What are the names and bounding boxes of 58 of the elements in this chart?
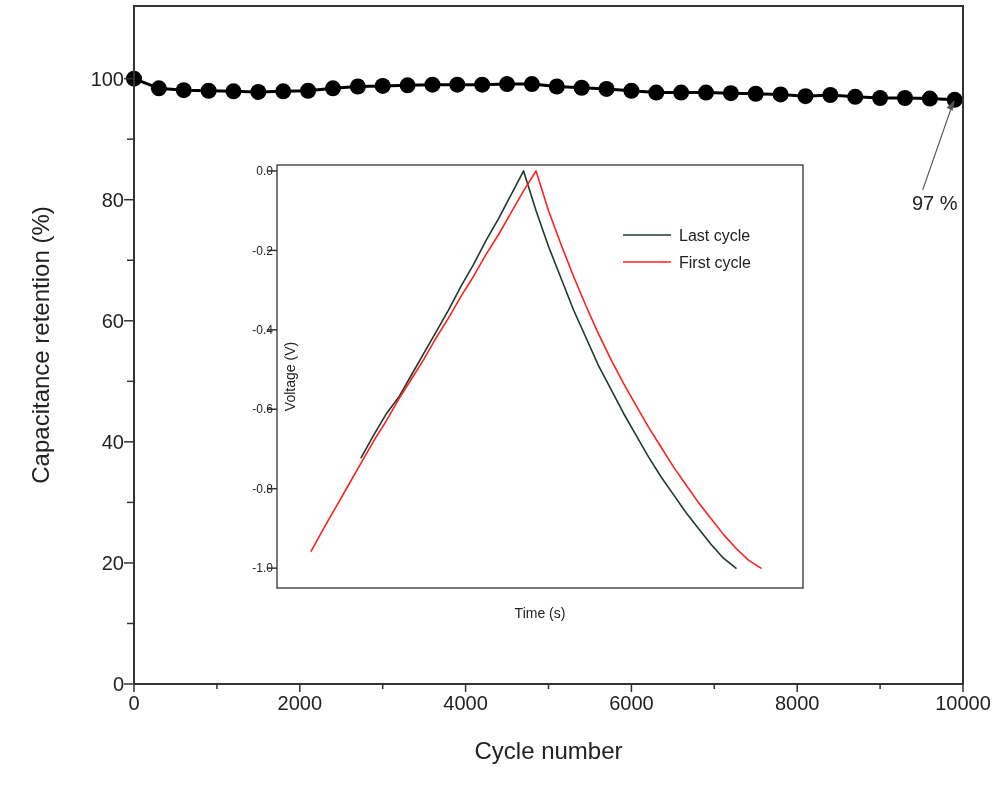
point [673,84,690,101]
x-tick-label: 4000 [443,692,488,714]
point [349,78,366,95]
point [847,88,864,105]
point [722,85,739,102]
point [324,80,341,97]
point [424,76,441,93]
point [523,76,540,93]
point [275,83,292,100]
y-tick-label: -0.8 [252,481,274,496]
legend-label: Last cycle [679,226,751,244]
point [623,82,640,99]
y-tick-label: -0.4 [252,323,274,338]
y-tick-label: 20 [101,551,124,574]
point [896,90,913,107]
point [250,83,267,100]
point [822,86,839,103]
point [573,79,590,96]
point [747,85,764,102]
y-tick-label: 0.0 [256,164,274,179]
point [474,76,491,93]
point [648,84,665,101]
y-tick-label: 80 [101,188,124,211]
point [200,82,217,99]
point [698,84,715,101]
y-tick-label: -0.6 [252,402,274,417]
y-axis-title: Capacitance retention (%) [27,206,54,484]
x-tick-label: 0 [128,692,140,714]
annotation: 97 % [911,191,958,214]
point [772,86,789,103]
y-axis-title: Voltage (V) [282,341,298,412]
point [225,83,242,100]
y-tick-label: -0.2 [252,243,274,258]
y-tick-label: 60 [101,309,124,332]
point [449,76,466,93]
y-tick-label: -1.0 [252,561,274,576]
x-tick-label: 6000 [609,692,654,714]
point [300,82,317,99]
x-axis-title: Cycle number [474,737,623,764]
line-series [310,170,762,569]
x-tick-label: 10000 [935,692,991,714]
point [399,77,416,94]
y-tick-label: 40 [101,430,124,453]
y-tick-label: 100 [90,67,124,90]
y-tick-label: 0 [112,673,124,695]
point [374,77,391,94]
point [598,80,615,97]
point [499,76,516,93]
point [175,82,192,99]
x-axis-title: Time (s) [514,605,566,621]
point [548,78,565,95]
point [150,80,167,97]
legend-label: First cycle [679,253,752,271]
point [797,88,814,105]
point [921,90,938,107]
x-tick-label: 2000 [277,692,323,714]
point [872,90,889,107]
x-tick-label: 8000 [774,692,820,714]
